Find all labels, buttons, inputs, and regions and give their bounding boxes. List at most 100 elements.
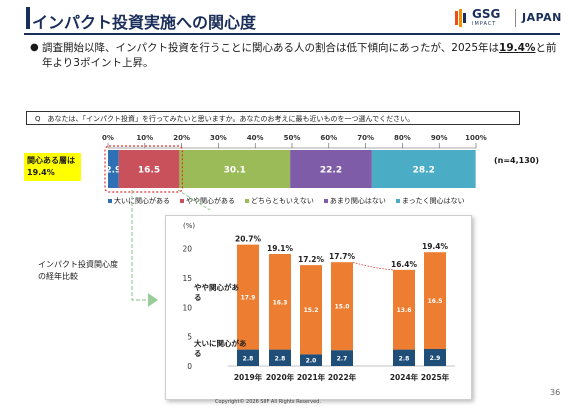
trend-category-label: 2019年	[234, 372, 263, 382]
trend-segment-label: 2.7	[337, 356, 348, 363]
bar-value-label: 30.1	[224, 166, 246, 176]
arrow-right-icon	[148, 293, 158, 307]
legend-swatch	[245, 199, 249, 203]
legend: 大いに関心がある やや関心がある どちらともいえない あまり関心はない まったく関心はな…	[108, 196, 465, 206]
trend-category-label: 2022年	[328, 372, 357, 382]
trend-bar-segment	[237, 349, 259, 366]
bullet-icon: ●	[30, 42, 39, 53]
legend-swatch	[108, 199, 112, 203]
x-tick-label: 90%	[431, 134, 448, 142]
trend-segment-label: 15.0	[335, 304, 350, 311]
trend-bar-segment	[424, 252, 446, 349]
trend-total-label: 17.2%	[298, 255, 325, 264]
trend-connector	[352, 261, 394, 271]
bar-value-label: 2.9	[105, 166, 121, 176]
trend-title: インパクト投資関心度の経年比較	[38, 260, 118, 281]
page-title: インパクト投資実施への関心度	[32, 13, 257, 32]
bar-segment	[290, 150, 372, 188]
x-tick-label: 100%	[465, 134, 487, 142]
logo-country: JAPAN	[522, 11, 562, 24]
y-tick-label: 5	[187, 333, 192, 342]
trend-bar-segment	[393, 269, 415, 350]
legend-item: まったく関心はない	[395, 196, 465, 206]
trend-total-label: 19.4%	[422, 242, 449, 251]
trend-bar-segment	[237, 244, 259, 350]
legend-label: 大いに関心がある	[114, 197, 170, 205]
y-tick-label: 20	[182, 245, 192, 254]
trend-category-label: 2024年	[390, 372, 419, 382]
logo-brand: GSG	[472, 7, 501, 21]
x-tick-label: 30%	[210, 134, 227, 142]
trend-total-label: 19.1%	[267, 244, 294, 253]
legend-label: やや関心がある	[186, 197, 235, 205]
trend-total-label: 17.7%	[329, 252, 356, 261]
trend-bar-segment	[331, 350, 353, 366]
page-number: 36	[550, 388, 561, 397]
x-tick-label: 70%	[357, 134, 374, 142]
title-accent-bar	[26, 7, 30, 29]
legend-item: あまり関心はない	[323, 196, 386, 206]
trend-category-label: 2025年	[421, 372, 450, 382]
logo-divider	[515, 9, 516, 27]
bar-value-label: 22.2	[320, 166, 342, 176]
x-tick-label: 60%	[320, 134, 337, 142]
x-tick-label: 80%	[394, 134, 411, 142]
trend-total-label: 16.4%	[391, 260, 418, 269]
y-tick-label: 15	[182, 274, 192, 283]
summary-before: 調査開始以降、インパクト投資を行うことに関心ある人の割合は低下傾向にあったが、2…	[42, 42, 500, 54]
legend-item: どちらともいえない	[245, 196, 314, 206]
trend-segment-label: 16.3	[273, 299, 288, 306]
series-label-yaya-2: る	[194, 293, 202, 302]
trend-segment-label: 13.6	[397, 307, 412, 314]
trend-bar-segment	[393, 349, 415, 366]
x-tick-label: 50%	[284, 134, 301, 142]
trend-segment-label: 2.0	[306, 358, 317, 365]
trend-bar-segment	[269, 349, 291, 366]
connector-line	[177, 189, 211, 211]
trend-segment-label: 16.5	[428, 298, 443, 305]
x-tick-label: 20%	[173, 134, 190, 142]
header-rule	[24, 33, 560, 35]
trend-segment-label: 2.9	[430, 355, 441, 362]
sample-size-label: (n=4,130)	[494, 156, 540, 165]
legend-swatch	[180, 199, 184, 203]
gsg-logo-icon	[455, 9, 466, 27]
bar-segment	[371, 150, 476, 188]
trend-bar-segment	[424, 348, 446, 366]
copyright: Copyright© 2026 SIIF All Rights Reserved…	[215, 399, 321, 405]
summary-after: と前年より3ポイント上昇。	[42, 42, 557, 69]
bar-value-label: 16.5	[138, 166, 160, 176]
x-tick-label: 40%	[247, 134, 264, 142]
summary-emphasis: 19.4%	[499, 42, 536, 54]
legend-swatch	[323, 199, 328, 203]
y-tick-label: 0	[187, 362, 192, 371]
series-label-oi: 大いに関心があ	[194, 338, 247, 348]
trend-segment-label: 2.8	[243, 355, 254, 362]
legend-swatch	[395, 199, 400, 203]
trend-segment-label: 2.8	[275, 355, 286, 362]
x-tick-label: 0%	[102, 134, 114, 142]
x-tick-label: 10%	[136, 134, 153, 142]
bar-segment	[179, 150, 291, 188]
trend-bar-segment	[300, 265, 322, 355]
trend-bar-segment	[300, 354, 322, 366]
bar-segment	[118, 150, 180, 188]
series-label-yaya: やや関心があ	[194, 282, 239, 292]
y-tick-label: 10	[182, 303, 192, 312]
series-label-oi-2: る	[194, 349, 202, 358]
legend-item: 大いに関心がある	[108, 196, 170, 206]
trend-segment-label: 2.8	[399, 355, 410, 362]
highlight-label: 関心ある層は19.4%	[24, 153, 81, 181]
bar-segment	[108, 150, 119, 188]
trend-segment-label: 15.2	[304, 307, 319, 314]
bar-value-label: 28.2	[413, 166, 435, 176]
legend-label: まったく関心はない	[401, 197, 465, 205]
question-box: Q あなたは、「インパクト投資」を行ってみたいと思いますか。あなたのお考えに最も…	[26, 111, 520, 125]
legend-label: どちらともいえない	[251, 197, 314, 205]
trend-bar-segment	[331, 262, 353, 351]
logo-sub: IMPACT	[472, 21, 497, 27]
legend-item: やや関心がある	[180, 196, 235, 206]
trend-total-label: 20.7%	[235, 235, 262, 244]
trend-category-label: 2020年	[266, 372, 295, 382]
